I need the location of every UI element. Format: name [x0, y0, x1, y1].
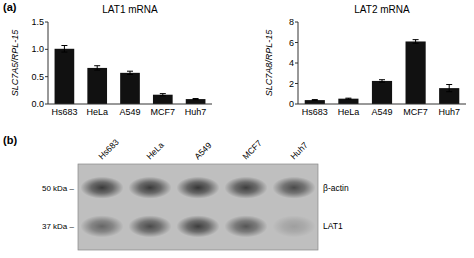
- y-axis-label: SLC7A8/RPL-15: [264, 29, 274, 97]
- panel-label: (b): [3, 134, 17, 146]
- y-tick-label: 8: [289, 17, 294, 27]
- size-label: 37 kDa –: [42, 222, 75, 231]
- bar: [305, 100, 325, 104]
- bar: [372, 81, 392, 104]
- bar: [120, 73, 140, 104]
- y-tick-label: 2: [289, 79, 294, 89]
- bar: [338, 99, 358, 104]
- x-tick-label: HeLa: [338, 107, 360, 117]
- x-tick-label: Hs683: [302, 107, 328, 117]
- band: [272, 177, 315, 199]
- lane-label: A549: [192, 140, 213, 161]
- y-tick-label: 0: [289, 99, 294, 109]
- y-tick-label: 6: [289, 38, 294, 48]
- error-bar: [345, 98, 351, 99]
- figure: (a) LAT1 mRNA SLC7A5/RPL-15 0.0 0.5 1.0 1.5 Hs6…: [0, 0, 474, 258]
- band: [224, 177, 267, 199]
- band: [80, 215, 123, 237]
- marks: [305, 40, 460, 104]
- y-axis: [48, 22, 49, 104]
- title: LAT1 mRNA: [102, 4, 158, 15]
- y-tick-label: 1.0: [31, 44, 44, 54]
- band: [128, 177, 171, 199]
- band: [224, 215, 267, 237]
- title: LAT2 mRNA: [354, 4, 410, 15]
- x-tick-label: MCF7: [403, 107, 428, 117]
- band: [80, 177, 123, 199]
- y-tick-label: 4: [289, 58, 294, 68]
- bar: [186, 99, 206, 104]
- x-axis: [298, 104, 466, 105]
- x-tick-label: MCF7: [151, 107, 176, 117]
- lane-label: Huh7: [288, 140, 310, 162]
- y-axis: [298, 22, 299, 104]
- error-bar: [446, 85, 452, 92]
- size-label: 50 kDa –: [42, 184, 75, 193]
- x-tick-label: A549: [371, 107, 392, 117]
- x-tick-label: HeLa: [86, 107, 108, 117]
- x-axis: [48, 104, 212, 105]
- band: [176, 215, 219, 237]
- lane-label: MCF7: [240, 138, 264, 162]
- protein-label: β-actin: [323, 183, 349, 193]
- bar: [55, 49, 75, 104]
- error-bar: [61, 46, 67, 53]
- bar-panel: LAT2 mRNA SLC7A8/RPL-15 0 2 4 6 8 Hs683 HeLa A549…: [264, 4, 466, 117]
- lane-label: Hs683: [96, 137, 121, 162]
- blot-panel: (b) Hs683 HeLa A549 MCF7 Huh7 50 kDa – β-actin 3…: [3, 134, 349, 250]
- x-tick-label: A549: [119, 107, 140, 117]
- bar: [406, 41, 426, 104]
- x-tick-label: Huh7: [185, 107, 207, 117]
- y-axis-label: SLC7A5/RPL-15: [10, 29, 20, 97]
- x-tick-label: Hs683: [51, 107, 77, 117]
- band: [176, 177, 219, 199]
- error-bar: [127, 71, 133, 74]
- panel-label: (a): [3, 1, 17, 13]
- error-bar: [413, 40, 419, 44]
- error-bar: [94, 66, 100, 70]
- error-bar: [379, 80, 385, 82]
- band: [272, 215, 315, 237]
- lane-label: HeLa: [144, 140, 166, 162]
- bar: [87, 68, 107, 104]
- blot-background: [78, 164, 318, 250]
- error-bar: [160, 94, 166, 96]
- y-tick-label: 1.5: [31, 17, 44, 27]
- protein-label: LAT1: [323, 221, 343, 231]
- marks: [55, 46, 206, 104]
- y-tick-label: 0.5: [31, 72, 44, 82]
- band: [128, 215, 171, 237]
- error-bar: [312, 100, 318, 101]
- y-tick-label: 0.0: [31, 99, 44, 109]
- error-bar: [193, 99, 199, 100]
- bar-panel: (a) LAT1 mRNA SLC7A5/RPL-15 0.0 0.5 1.0 1.5 Hs6…: [3, 1, 212, 117]
- x-tick-label: Huh7: [438, 107, 460, 117]
